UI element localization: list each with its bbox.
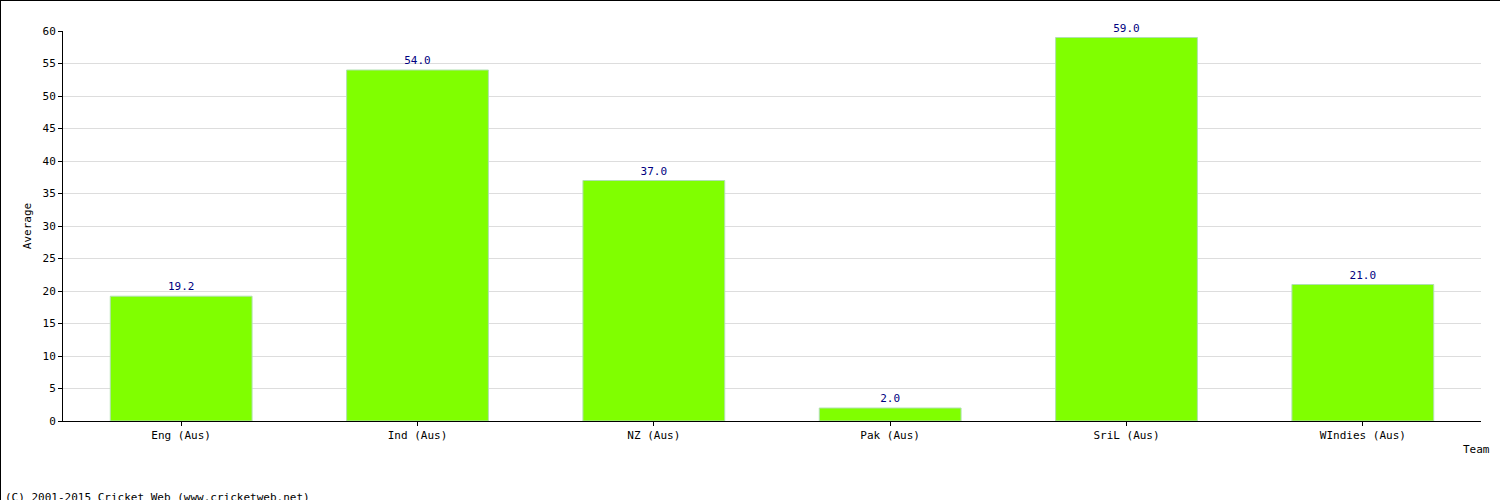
svg-text:Ind (Aus): Ind (Aus)	[388, 429, 448, 442]
svg-text:21.0: 21.0	[1350, 269, 1377, 282]
svg-text:25: 25	[43, 252, 56, 265]
svg-text:2.0: 2.0	[880, 392, 900, 405]
svg-text:5: 5	[49, 382, 56, 395]
svg-text:20: 20	[43, 285, 56, 298]
svg-text:45: 45	[43, 122, 56, 135]
svg-text:NZ (Aus): NZ (Aus)	[627, 429, 680, 442]
svg-text:(C) 2001-2015 Cricket Web (www: (C) 2001-2015 Cricket Web (www.cricketwe…	[5, 491, 310, 500]
svg-text:SriL (Aus): SriL (Aus)	[1093, 429, 1159, 442]
svg-text:Eng (Aus): Eng (Aus)	[151, 429, 211, 442]
svg-text:35: 35	[43, 187, 56, 200]
svg-text:0: 0	[49, 415, 56, 428]
svg-text:Pak (Aus): Pak (Aus)	[860, 429, 920, 442]
svg-text:37.0: 37.0	[641, 165, 668, 178]
svg-text:55: 55	[43, 57, 56, 70]
svg-text:30: 30	[43, 220, 56, 233]
svg-text:54.0: 54.0	[404, 54, 431, 67]
svg-text:Team: Team	[1463, 443, 1490, 456]
svg-text:Average: Average	[21, 203, 34, 249]
svg-text:59.0: 59.0	[1113, 22, 1140, 35]
svg-text:60: 60	[43, 25, 56, 38]
svg-text:15: 15	[43, 317, 56, 330]
svg-text:WIndies (Aus): WIndies (Aus)	[1320, 429, 1406, 442]
svg-text:10: 10	[43, 350, 56, 363]
svg-text:19.2: 19.2	[168, 280, 195, 293]
svg-text:40: 40	[43, 155, 56, 168]
svg-text:50: 50	[43, 90, 56, 103]
